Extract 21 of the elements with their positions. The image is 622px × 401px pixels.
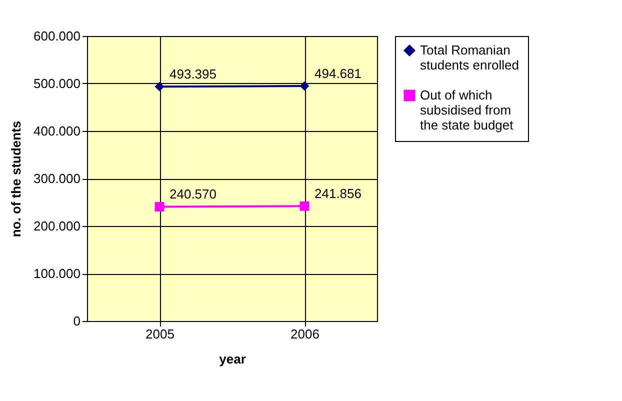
x-tick-label: 2006 (290, 326, 320, 342)
y-tick-label: 0 (73, 314, 80, 328)
y-tick-label: 100.000 (34, 266, 80, 281)
legend-label: Total Romanian students enrolled (420, 42, 520, 72)
data-label: 494.681 (314, 66, 362, 82)
data-label: 493.395 (170, 66, 216, 82)
data-label: 241.856 (314, 186, 362, 202)
data-label: 240.570 (170, 186, 216, 202)
y-axis-title: no. of the students (8, 120, 24, 238)
legend-label: Out of which subsidised from the state budget (420, 88, 514, 132)
y-tick-label: 600.000 (34, 28, 80, 44)
point (300, 81, 310, 91)
y-tick-label: 300.000 (34, 171, 80, 186)
point (300, 201, 310, 211)
x-axis-title: year (219, 352, 246, 366)
y-tick-label: 500.000 (34, 76, 80, 91)
y-tick-label: 200.000 (34, 218, 80, 234)
x-tick-label: 2005 (146, 326, 174, 342)
y-tick-label: 400.000 (34, 124, 80, 138)
point (154, 202, 164, 212)
point (154, 82, 164, 92)
